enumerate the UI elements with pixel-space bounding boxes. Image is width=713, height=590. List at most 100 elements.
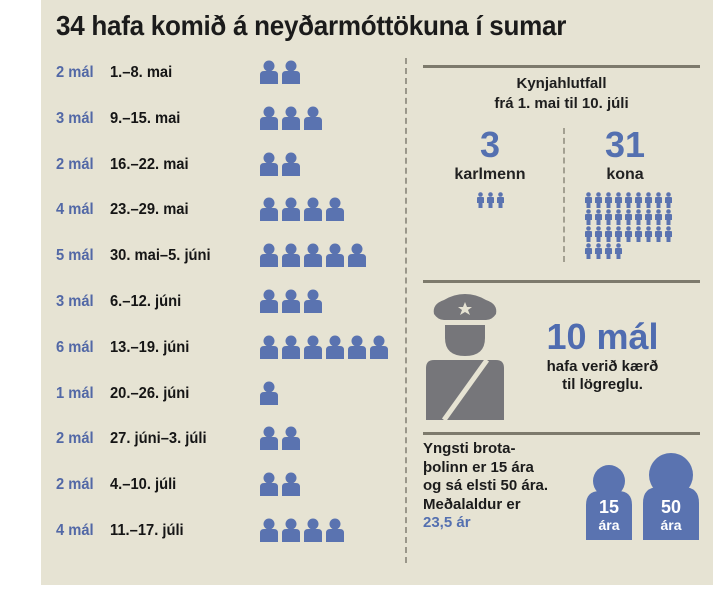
mini-person-icon: [635, 209, 642, 225]
youngest-age-unit: ára: [598, 517, 620, 533]
person-icon: [282, 243, 300, 268]
mini-person-icon: [595, 243, 602, 259]
women-icons: [584, 192, 676, 259]
week-row: 6 mál 13.–19. júni: [56, 333, 196, 363]
mini-person-icon: [625, 209, 632, 225]
person-icon: [370, 335, 388, 359]
mini-person-icon: [615, 209, 622, 225]
mini-person-icon: [605, 243, 612, 259]
person-icon: [260, 60, 278, 84]
case-icons: [259, 518, 345, 542]
week-period: 4.–10. júli: [110, 476, 177, 494]
week-row: 2 mál 27. júni–3. júli: [56, 424, 215, 454]
person-icon: [260, 381, 278, 405]
person-icon: [260, 335, 278, 359]
middle-rule: [423, 280, 700, 283]
mini-person-icon: [625, 192, 632, 208]
mini-person-icon: [645, 192, 652, 208]
page-title: 34 hafa komið á neyðarmóttökuna í sumar: [56, 10, 567, 41]
mini-person-icon: [477, 192, 484, 208]
reported-cases-count: 10 mál: [546, 316, 659, 357]
mini-person-icon: [605, 209, 612, 225]
mini-person-icon: [585, 209, 592, 225]
person-icon: [304, 335, 322, 359]
mini-person-icon: [595, 226, 602, 242]
person-icon-small: [586, 465, 632, 540]
mini-person-icon: [487, 192, 494, 208]
case-count: 6 mál: [56, 338, 94, 356]
case-icons: [259, 426, 301, 451]
case-count: 2 mál: [56, 430, 94, 448]
person-icon: [326, 197, 344, 222]
case-icons: [259, 335, 389, 359]
oldest-age-number: 50: [660, 497, 682, 517]
mini-person-icon: [635, 226, 642, 242]
week-row: 5 mál 30. mai–5. júni: [56, 241, 219, 271]
gender-divider: [563, 128, 565, 262]
oldest-age-unit: ára: [660, 517, 682, 533]
person-icon: [326, 335, 344, 359]
mini-person-icon: [655, 226, 662, 242]
mini-person-icon: [645, 226, 652, 242]
week-period: 9.–15. mai: [110, 109, 181, 127]
person-icon: [326, 243, 344, 268]
person-icon: [260, 106, 278, 130]
person-icon: [260, 243, 278, 268]
mini-person-icon: [605, 192, 612, 208]
reported-line2: til lögreglu.: [562, 376, 643, 393]
person-icon: [282, 60, 300, 84]
case-count: 2 mál: [56, 64, 94, 81]
age-description: Yngsti brota- þolinn er 15 ára og sá els…: [423, 440, 593, 533]
week-period: 6.–12. júni: [110, 293, 182, 310]
week-period: 30. mai–5. júni: [110, 247, 211, 265]
week-period: 16.–22. mai: [110, 155, 189, 173]
mini-person-icon: [625, 226, 632, 242]
police-officer-icon: [426, 294, 504, 420]
case-icons: [259, 197, 345, 222]
person-icon: [304, 289, 322, 313]
week-row: 3 mál 6.–12. júni: [56, 287, 187, 317]
mini-person-icon: [635, 192, 642, 208]
case-count: 2 mál: [56, 476, 94, 494]
person-icon: [260, 289, 278, 313]
reported-cases-text: hafa verið kærð til lögreglu.: [520, 358, 685, 394]
mini-person-icon: [665, 192, 672, 208]
case-icons: [259, 152, 301, 176]
case-icons: [259, 381, 279, 405]
oldest-age-figure: 50 ára: [641, 453, 701, 540]
person-icon: [282, 472, 300, 497]
mini-person-icon: [655, 192, 662, 208]
week-period: 11.–17. júli: [110, 522, 184, 539]
week-row: 4 mál 23.–29. mai: [56, 195, 195, 225]
week-period: 23.–29. mai: [110, 201, 189, 219]
person-icon: [348, 243, 366, 268]
age-line4: Meðalaldur er: [423, 495, 521, 513]
mini-person-icon: [665, 226, 672, 242]
person-icon: [282, 152, 300, 176]
week-row: 4 mál 11.–17. júli: [56, 516, 190, 546]
person-icon: [304, 518, 322, 542]
case-count: 1 mál: [56, 384, 94, 402]
person-icon: [260, 518, 278, 542]
week-period: 1.–8. mai: [110, 64, 173, 81]
column-divider: [405, 58, 407, 563]
case-icons: [259, 106, 323, 130]
men-count: 3: [479, 124, 501, 165]
week-period: 13.–19. júni: [110, 338, 190, 356]
case-count: 4 mál: [56, 201, 94, 219]
age-line1: Yngsti brota-: [423, 440, 516, 457]
case-count: 2 mál: [56, 155, 94, 173]
age-line3: og sá elsti 50 ára.: [423, 477, 549, 494]
week-row: 1 mál 20.–26. júni: [56, 379, 196, 409]
bottom-rule: [423, 432, 700, 435]
person-icon: [282, 335, 300, 359]
week-period: 20.–26. júni: [110, 384, 190, 402]
person-icon: [282, 197, 300, 222]
person-icon: [282, 289, 300, 313]
person-icon: [260, 472, 278, 497]
person-icon-large: [643, 453, 699, 540]
mini-person-icon: [595, 209, 602, 225]
person-icon: [260, 197, 278, 222]
women-count: 31: [604, 124, 646, 165]
mini-person-icon: [645, 209, 652, 225]
